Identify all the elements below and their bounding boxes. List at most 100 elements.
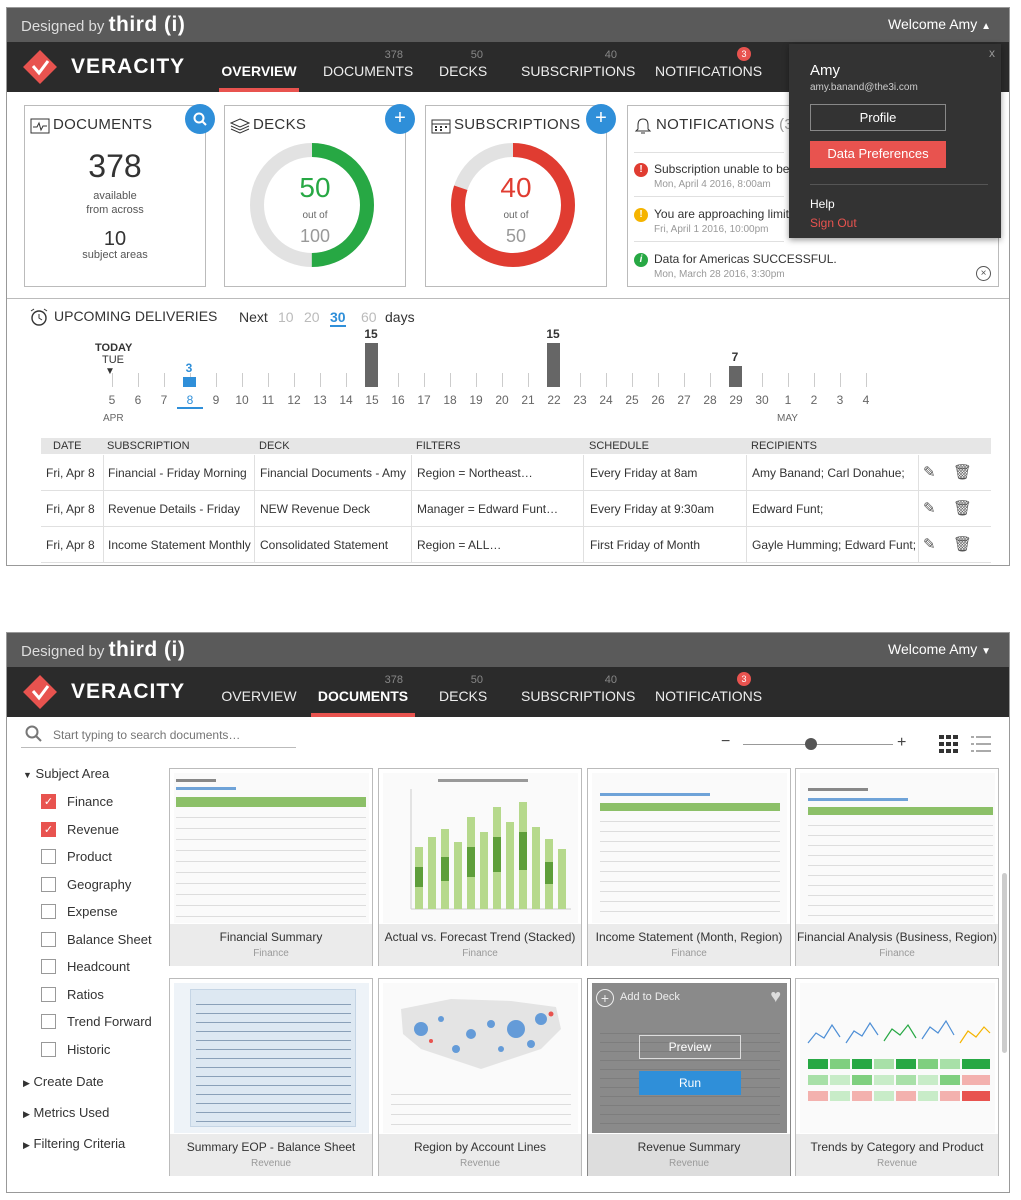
zoom-slider-handle[interactable] [804,738,817,750]
timeline-date[interactable]: 1 [784,393,792,407]
range-option-60[interactable]: 60 [361,309,377,325]
grid-view-icon[interactable] [939,735,959,753]
timeline-date[interactable]: 4 [862,393,870,407]
scrollbar[interactable] [1002,873,1007,1053]
document-tile[interactable]: Income Statement (Month, Region) Finance [587,768,791,966]
tab-documents[interactable]: DOCUMENTS 378 [311,667,415,717]
timeline-date[interactable]: 25 [625,393,639,407]
delivery-bar[interactable] [729,366,742,387]
run-button[interactable]: Run [639,1071,741,1095]
timeline-date[interactable]: 2 [810,393,818,407]
checkbox[interactable] [41,876,56,892]
timeline-date[interactable]: 8 [177,393,203,409]
trash-icon[interactable]: 🗑 [953,464,973,481]
zoom-slider[interactable] [743,744,893,745]
timeline-date[interactable]: 16 [391,393,405,407]
add-to-deck-link[interactable]: Add to Deck [620,991,680,1003]
document-tile[interactable]: Region by Account Lines Revenue [378,978,582,1176]
document-tile-hovered[interactable]: + Add to Deck ♥ Preview Run Revenue Summ… [587,978,791,1176]
search-button[interactable] [185,104,215,134]
filter-create-date[interactable]: ▶ Create Date [23,1074,104,1089]
edit-icon[interactable]: ✎ [923,536,936,553]
timeline-date[interactable]: 19 [469,393,483,407]
document-tile[interactable]: Financial Summary Finance [169,768,373,966]
zoom-out-button[interactable]: − [721,733,731,750]
tab-decks[interactable]: DECKS 50 [439,674,488,704]
timeline-date[interactable]: 29 [729,393,743,407]
checkbox[interactable] [41,931,56,947]
checkbox[interactable] [41,1041,56,1057]
document-tile[interactable]: Financial Analysis (Business, Region) Fin… [795,768,999,966]
timeline-date[interactable]: 15 [365,393,379,407]
close-icon[interactable]: x [989,46,995,60]
edit-icon[interactable]: ✎ [923,464,936,481]
delivery-bar[interactable] [365,343,378,387]
delivery-bar[interactable] [183,377,196,387]
range-option-10[interactable]: 10 [278,309,294,325]
data-preferences-button[interactable]: Data Preferences [810,141,946,168]
filter-subject-area[interactable]: ▼ Subject Area [23,766,110,781]
help-link[interactable]: Help [810,197,835,211]
timeline-date[interactable]: 17 [417,393,431,407]
table-row[interactable]: Fri, Apr 8 Income Statement Monthly Cons… [41,527,991,563]
range-option-20[interactable]: 20 [304,309,320,325]
timeline-date[interactable]: 5 [108,393,116,407]
timeline-date[interactable]: 10 [235,393,249,407]
document-tile[interactable]: Summary EOP - Balance Sheet Revenue [169,978,373,1176]
timeline-date[interactable]: 26 [651,393,665,407]
filter-metrics-used[interactable]: ▶ Metrics Used [23,1105,110,1120]
tab-subscriptions[interactable]: SUBSCRIPTIONS 40 [521,674,636,704]
timeline-date[interactable]: 23 [573,393,587,407]
timeline-date[interactable]: 20 [495,393,509,407]
search-input[interactable] [53,725,293,745]
trash-icon[interactable]: 🗑 [953,536,973,553]
timeline-date[interactable]: 30 [755,393,769,407]
delivery-bar[interactable] [547,343,560,387]
checkbox[interactable] [41,1014,56,1029]
zoom-in-button[interactable]: + [897,734,907,751]
notification-item[interactable]: i Data for Americas SUCCESSFUL. Mon, March… [634,252,837,280]
dismiss-icon[interactable]: × [976,266,991,281]
timeline-date[interactable]: 24 [599,393,613,407]
sign-out-link[interactable]: Sign Out [810,216,857,230]
range-option-30[interactable]: 30 [330,309,346,327]
checkbox[interactable] [41,986,56,1002]
welcome-menu[interactable]: Welcome Amy ▼ [887,641,991,657]
timeline-date[interactable]: 14 [339,393,353,407]
timeline-date[interactable]: 21 [521,393,535,407]
checkbox[interactable] [41,849,56,864]
tab-overview[interactable]: OVERVIEW [221,688,297,704]
timeline-date[interactable]: 3 [836,393,844,407]
tab-overview[interactable]: OVERVIEW [219,42,299,92]
timeline-date[interactable]: 22 [547,393,561,407]
checkbox[interactable] [41,959,56,974]
notification-item[interactable]: ! Subscription unable to be Mon, April 4 2… [634,162,789,190]
filter-filtering-criteria[interactable]: ▶ Filtering Criteria [23,1136,126,1151]
timeline-date[interactable]: 27 [677,393,691,407]
tab-subscriptions[interactable]: SUBSCRIPTIONS 40 [521,49,636,79]
timeline-date[interactable]: 9 [212,393,220,407]
trash-icon[interactable]: 🗑 [953,500,973,517]
document-tile[interactable]: Trends by Category and Product Revenue [795,978,999,1176]
checkbox[interactable]: ✓ [41,794,56,809]
add-deck-button[interactable]: + [385,104,415,134]
table-row[interactable]: Fri, Apr 8 Financial - Friday Morning Fi… [41,455,991,491]
profile-button[interactable]: Profile [810,104,946,131]
timeline-date[interactable]: 18 [443,393,457,407]
table-row[interactable]: Fri, Apr 8 Revenue Details - Friday NEW … [41,491,991,527]
timeline-date[interactable]: 12 [287,393,301,407]
heart-icon[interactable]: ♥ [770,986,781,1006]
tab-documents[interactable]: DOCUMENTS 378 [323,49,414,79]
welcome-menu[interactable]: Welcome Amy ▲ [887,16,991,32]
timeline-date[interactable]: 6 [134,393,142,407]
timeline-date[interactable]: 11 [261,393,275,407]
document-tile[interactable]: Actual vs. Forecast Trend (Stacked) Finan… [378,768,582,966]
edit-icon[interactable]: ✎ [923,500,936,517]
checkbox[interactable] [41,904,56,919]
tab-decks[interactable]: DECKS 50 [439,49,488,79]
add-icon[interactable]: + [596,989,614,1007]
timeline-date[interactable]: 28 [703,393,717,407]
tab-notifications[interactable]: NOTIFICATIONS 3 [655,47,763,79]
checkbox[interactable]: ✓ [41,821,56,837]
notification-item[interactable]: ! You are approaching limit Fri, April 1 2… [634,207,789,235]
